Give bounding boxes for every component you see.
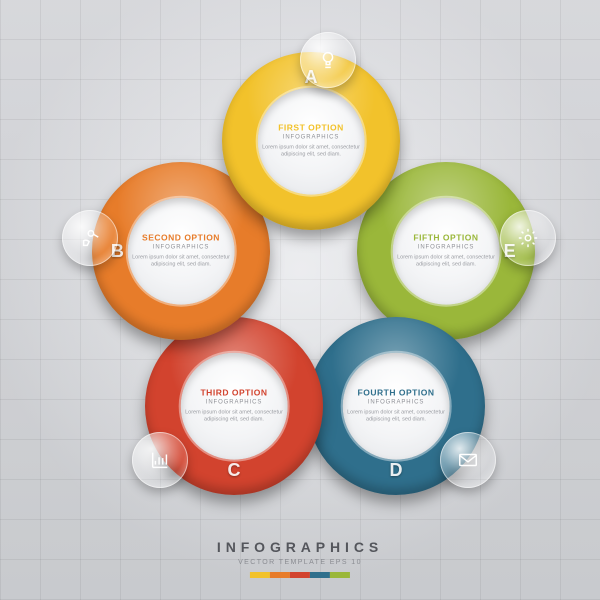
chart-icon	[132, 432, 188, 488]
color-swatches	[217, 572, 383, 578]
ring-letter: D	[390, 461, 403, 479]
ring-inner	[343, 353, 450, 460]
footer: INFOGRAPHICS Vector Template EPS 10	[217, 539, 383, 578]
ring-inner	[258, 88, 365, 195]
swatch	[270, 572, 290, 578]
footer-subtitle: Vector Template EPS 10	[217, 559, 383, 566]
infographic-stage: EFifth OptionInfographicsLorem ipsum dol…	[0, 0, 600, 600]
swatch	[310, 572, 330, 578]
mail-icon	[440, 432, 496, 488]
swatch	[250, 572, 270, 578]
bulb-icon	[300, 32, 356, 88]
ring-letter: C	[228, 461, 241, 479]
swatch	[290, 572, 310, 578]
swatch	[330, 572, 350, 578]
hand-icon	[62, 210, 118, 266]
footer-title: INFOGRAPHICS	[217, 539, 383, 555]
gear-icon	[500, 210, 556, 266]
ring-inner	[128, 198, 235, 305]
ring-inner	[181, 353, 288, 460]
ring-inner	[393, 198, 500, 305]
